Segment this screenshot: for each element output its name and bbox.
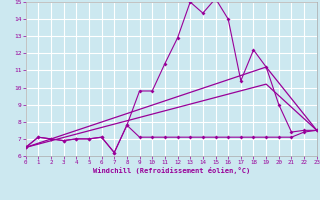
X-axis label: Windchill (Refroidissement éolien,°C): Windchill (Refroidissement éolien,°C): [92, 167, 250, 174]
